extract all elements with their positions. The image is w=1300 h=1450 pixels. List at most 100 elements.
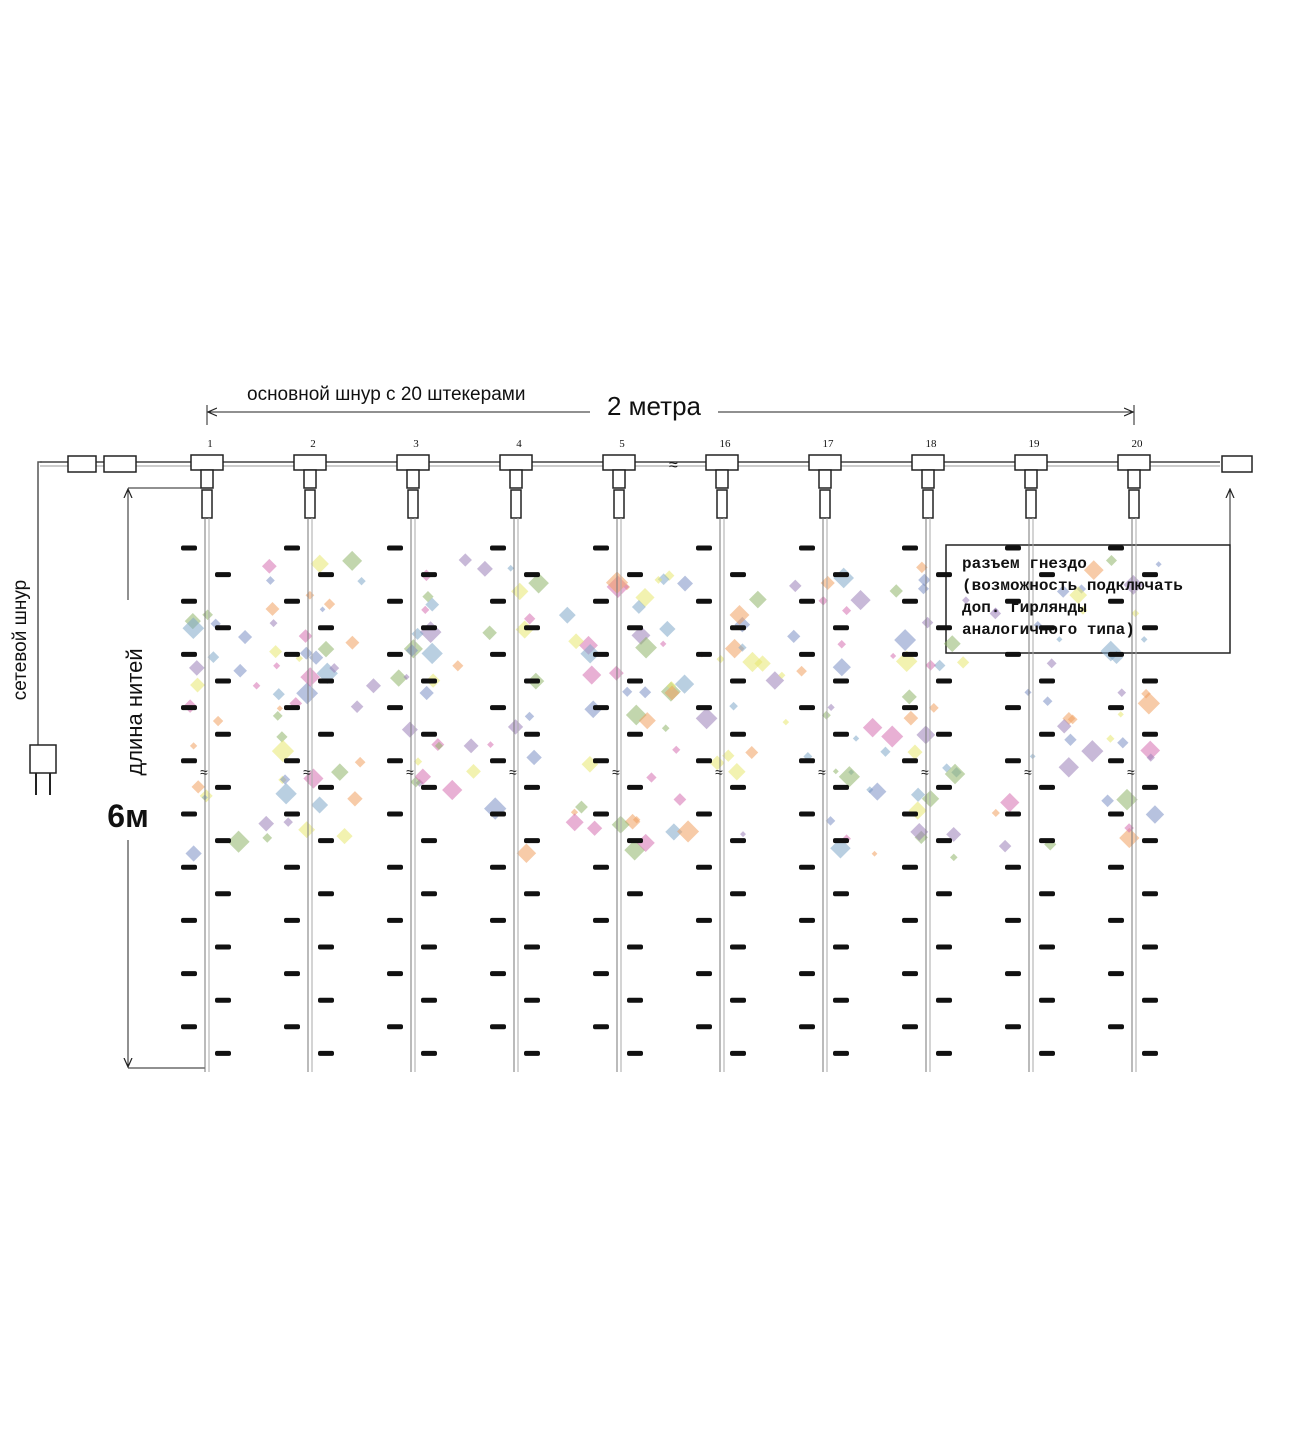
break-mark: ≈ — [715, 764, 723, 780]
decor-light — [345, 635, 360, 650]
bulb — [1142, 625, 1158, 631]
bulb — [1039, 625, 1055, 631]
plug-number: 2 — [310, 438, 316, 450]
decor-light — [1081, 740, 1104, 763]
decor-light — [365, 678, 381, 694]
plug-number: 3 — [413, 438, 419, 450]
bulb — [799, 758, 815, 764]
bulb — [833, 731, 849, 737]
bulb — [318, 625, 334, 631]
bulb — [1108, 811, 1124, 817]
break-mark: ≈ — [921, 764, 929, 780]
decor-light — [928, 703, 939, 713]
decor-light — [991, 808, 1000, 818]
bulb — [284, 545, 300, 551]
bulb — [490, 598, 506, 604]
decor-light — [511, 582, 529, 601]
decor-light — [575, 800, 588, 814]
break-mark: ≈ — [406, 764, 414, 780]
bulb — [833, 678, 849, 684]
decor-light — [401, 721, 418, 738]
cord-label: основной шнур с 20 штекерами — [247, 384, 525, 405]
bulb — [1142, 678, 1158, 684]
bulb — [730, 1050, 746, 1056]
decor-light — [586, 820, 603, 836]
decor-light — [1106, 734, 1115, 743]
bulb — [593, 1024, 609, 1030]
decor-light — [258, 815, 275, 832]
bulb — [1142, 997, 1158, 1003]
decor-light — [526, 749, 542, 766]
bulb — [181, 705, 197, 711]
bulb — [524, 891, 540, 897]
decor-light — [261, 558, 277, 574]
decor-light — [949, 853, 958, 862]
bulb — [936, 891, 952, 897]
bulb — [1005, 758, 1021, 764]
bulb — [799, 864, 815, 870]
break-mark: ≈ — [509, 764, 517, 780]
decor-light — [202, 609, 213, 621]
decor-light — [1000, 792, 1020, 813]
bulb — [627, 944, 643, 950]
decor-light — [956, 656, 970, 669]
tee — [911, 454, 945, 471]
bulb — [1039, 944, 1055, 950]
decor-light — [466, 763, 481, 779]
bulb — [799, 917, 815, 923]
bulb — [421, 944, 437, 950]
bulb — [627, 731, 643, 737]
decor-light — [944, 763, 966, 785]
length-label: длина нитей — [122, 648, 147, 775]
decor-light — [580, 643, 600, 664]
note-line: разъем гнездо — [962, 555, 1087, 573]
bulb — [1108, 917, 1124, 923]
plug — [304, 489, 316, 519]
bulb — [215, 625, 231, 631]
bulb — [318, 731, 334, 737]
decor-light — [311, 796, 329, 814]
bulb — [490, 811, 506, 817]
bulb — [181, 651, 197, 657]
decor-light — [1056, 636, 1063, 643]
decor-light — [894, 629, 917, 651]
tee — [602, 454, 636, 471]
note-line: (возможность подключать — [962, 577, 1183, 595]
bulb — [284, 1024, 300, 1030]
plug — [922, 489, 934, 519]
decor-light — [709, 755, 725, 771]
bulb — [490, 651, 506, 657]
decor-light — [917, 583, 929, 595]
decor-light — [1046, 658, 1057, 669]
bulb — [1005, 971, 1021, 977]
bulb — [421, 997, 437, 1003]
bulb — [387, 545, 403, 551]
decor-light — [565, 813, 584, 832]
bulb — [730, 891, 746, 897]
decor-light — [827, 703, 835, 712]
decor-light — [871, 850, 878, 857]
bulb — [799, 1024, 815, 1030]
bulb — [1005, 705, 1021, 711]
bulb — [833, 784, 849, 790]
bulb — [318, 572, 334, 578]
bulb — [1108, 545, 1124, 551]
bulb — [833, 997, 849, 1003]
decor-light — [908, 801, 927, 820]
decor-light — [1117, 737, 1129, 749]
plug-number: 4 — [516, 438, 522, 450]
tee — [499, 454, 533, 471]
decor-light — [665, 823, 683, 841]
decor-light — [323, 598, 336, 610]
bulb — [284, 917, 300, 923]
power-plug — [29, 744, 57, 774]
bulb — [1108, 705, 1124, 711]
bulb — [936, 784, 952, 790]
bulb — [696, 545, 712, 551]
bulb — [490, 864, 506, 870]
bulb — [1142, 838, 1158, 844]
bulb — [490, 971, 506, 977]
bulb — [936, 625, 952, 631]
decor-light — [635, 636, 657, 659]
